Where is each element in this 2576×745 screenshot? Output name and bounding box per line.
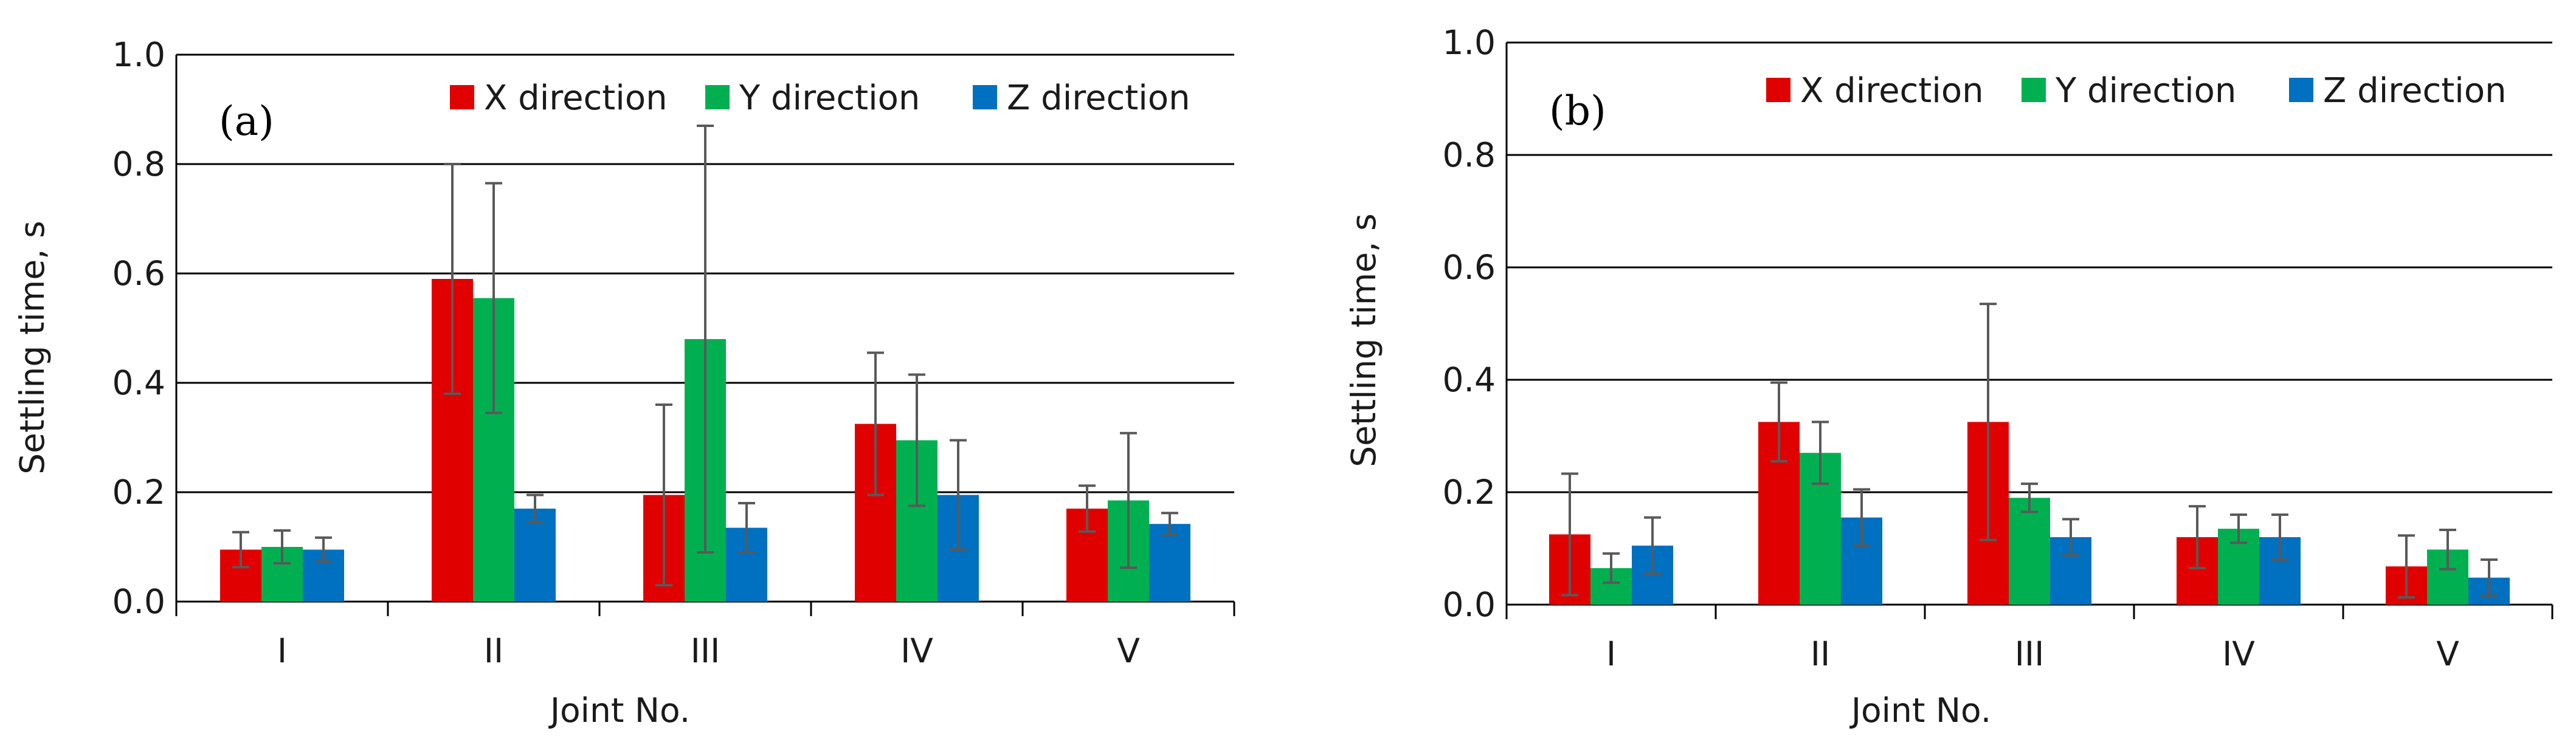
y-tick-label: 0.8 [112,145,165,184]
y-tick-label: 0.6 [1443,248,1496,287]
x-tick-label: V [1117,631,1140,670]
legend-swatch [705,85,730,109]
chart-a: (a) Settling time, s Joint No. 0.0 0.2 0.4… [13,35,1235,730]
bar [2009,498,2050,605]
x-tick-label: I [277,631,287,670]
legend-label: X direction [484,78,668,118]
y-axis-title-b: Settling time, s [1344,213,1383,467]
legend-swatch [973,85,997,109]
legend-label: X direction [1800,71,1984,111]
chart-b: (b) Settling time, s Joint No. 0.0 0.2 0.4… [1344,23,2554,730]
legend-label: Y direction [739,78,920,118]
x-tick-label: IV [900,631,933,670]
y-tick-label: 0.0 [1443,585,1496,624]
legend-label: Z direction [1007,78,1190,118]
y-axis-title-a: Settling time, s [13,221,52,475]
x-tick-label: IV [2222,634,2255,673]
legend-label: Y direction [2055,71,2236,111]
legend-swatch [1766,78,1790,102]
y-tick-label: 0.2 [1443,473,1496,512]
x-tick-label: II [484,631,503,670]
y-tick-label: 0.4 [1443,360,1496,399]
legend-swatch [2022,78,2046,102]
y-tick-label: 0.4 [112,363,165,402]
y-tick-label: 0.2 [112,473,165,512]
legend-label: Z direction [2323,71,2507,111]
panel-label-b: (b) [1549,88,1606,134]
x-axis-title-b: Joint No. [1849,691,1991,730]
x-tick-label: II [1811,634,1830,673]
y-tick-label: 0.0 [112,582,165,621]
y-tick-label: 1.0 [1443,23,1496,62]
x-tick-label: I [1606,634,1616,673]
legend-swatch [450,85,474,109]
bar [1149,524,1190,602]
x-tick-label: III [691,631,720,670]
x-tick-label: V [2436,634,2459,673]
y-tick-label: 0.8 [1443,136,1496,174]
x-tick-label: III [2015,634,2045,673]
legend-swatch [2289,78,2313,102]
y-tick-label: 1.0 [112,35,165,74]
x-axis-title-a: Joint No. [548,691,690,730]
panel-label-a: (a) [219,98,274,145]
bar [514,509,556,602]
y-tick-label: 0.6 [112,254,165,293]
